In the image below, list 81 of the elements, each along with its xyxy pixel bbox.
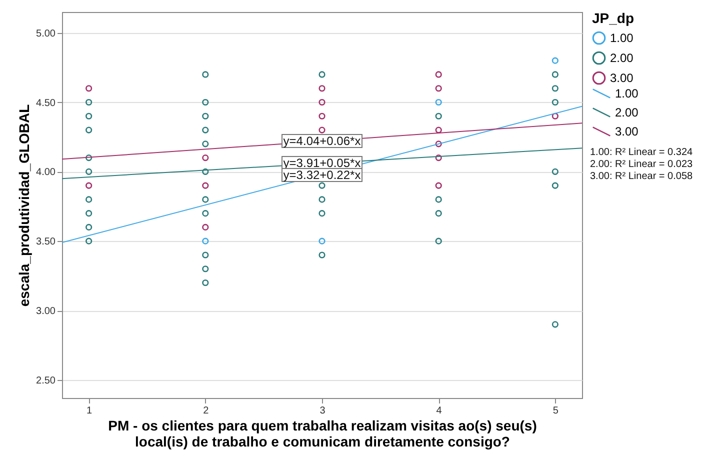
point — [318, 98, 326, 106]
x-tick-label: 2 — [203, 406, 210, 416]
text: 1.00: R² Linear = 0.324 — [590, 147, 694, 158]
point — [318, 85, 326, 92]
point — [86, 224, 92, 231]
x-axis-title: PM - os clientes para quem trabalha realizam visitas ao(s) seu(s) local(is) de trabalho e comunicam diretamente consigo? — [108, 418, 537, 450]
point — [202, 196, 209, 203]
point — [86, 126, 92, 134]
text: 2.00: R² Linear = 0.023 — [590, 159, 694, 170]
point — [86, 154, 92, 162]
point — [202, 71, 209, 78]
y-tick-label: 3.00 — [36, 306, 56, 318]
point — [202, 224, 209, 231]
point — [202, 238, 209, 244]
point — [552, 321, 558, 328]
point — [435, 126, 442, 134]
x-tick-label: 4 — [436, 406, 442, 416]
point — [86, 85, 92, 92]
point — [202, 210, 209, 217]
point — [202, 182, 209, 189]
point — [318, 182, 326, 189]
point — [435, 112, 442, 120]
point — [202, 140, 209, 148]
point — [435, 210, 442, 217]
point — [435, 182, 442, 189]
y-tick-label: 5.00 — [36, 28, 56, 40]
point — [435, 238, 442, 244]
point — [435, 71, 442, 78]
point — [318, 112, 326, 120]
point — [202, 266, 209, 272]
point — [202, 126, 209, 134]
point — [86, 112, 92, 120]
y-tick-label: 4.50 — [36, 98, 56, 109]
point — [552, 57, 558, 64]
point — [202, 252, 209, 258]
point — [318, 238, 326, 244]
point — [202, 168, 209, 175]
point — [202, 154, 209, 162]
legend-label: 2.00 — [610, 51, 634, 65]
text: 3.00: R² Linear = 0.058 — [590, 171, 694, 182]
point — [552, 85, 558, 92]
point — [552, 182, 558, 189]
annotation: y=3.91+0.05*x — [283, 156, 361, 170]
point — [435, 154, 442, 162]
point — [202, 98, 209, 106]
point — [435, 196, 442, 203]
point — [318, 126, 326, 134]
legend-label: 2.00 — [615, 106, 639, 120]
x-tick-label: 3 — [320, 406, 326, 416]
point — [202, 112, 209, 120]
point — [552, 112, 558, 120]
y-tick-label: 2.50 — [36, 375, 56, 386]
point — [435, 85, 442, 92]
point — [318, 252, 326, 258]
annotation: y=3.32+0.22*x — [283, 168, 361, 182]
point — [318, 196, 326, 203]
y-tick-label: 4.00 — [36, 167, 56, 178]
legend-title: JP_dp — [592, 10, 634, 26]
point — [86, 210, 92, 217]
annotation: y=4.04+0.06*x — [283, 134, 361, 148]
point — [318, 210, 326, 217]
point — [86, 98, 92, 106]
legend-label: 1.00 — [615, 86, 639, 100]
legend-label: 3.00 — [610, 71, 634, 85]
legend-label: 3.00 — [615, 124, 639, 138]
point — [552, 168, 558, 175]
point — [202, 279, 209, 286]
point — [318, 71, 326, 78]
point — [86, 238, 92, 244]
x-tick-label: 1 — [86, 406, 93, 416]
point — [435, 98, 442, 106]
y-axis-title: escala_produtividad_GLOBAL — [16, 104, 32, 307]
point — [86, 182, 92, 189]
x-tick-label: 5 — [552, 406, 559, 416]
point — [86, 168, 92, 175]
point — [435, 140, 442, 148]
point — [86, 196, 92, 203]
point — [552, 71, 558, 78]
point — [552, 98, 558, 106]
legend-label: 1.00 — [610, 31, 634, 45]
y-tick-label: 3.50 — [36, 236, 56, 248]
